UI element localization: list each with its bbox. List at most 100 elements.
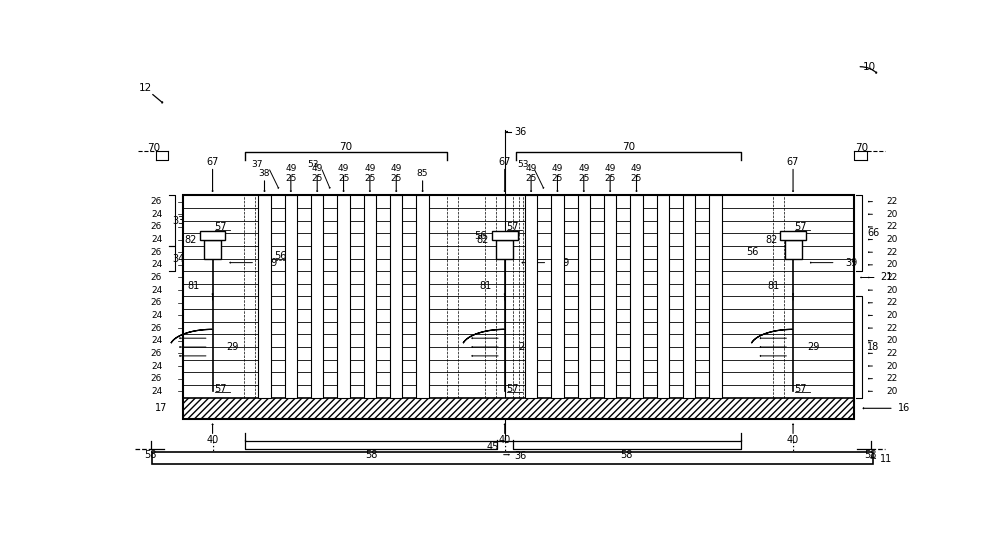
Text: 67: 67 bbox=[499, 157, 511, 167]
Text: 49: 49 bbox=[552, 164, 563, 173]
Text: 38: 38 bbox=[259, 169, 270, 179]
Bar bbox=[183, 195, 854, 419]
Text: 20: 20 bbox=[886, 336, 897, 345]
Text: 24: 24 bbox=[151, 361, 162, 370]
Text: 36: 36 bbox=[514, 451, 526, 461]
Text: ⋮: ⋮ bbox=[787, 442, 799, 453]
Bar bbox=[183, 271, 854, 284]
Text: 81: 81 bbox=[479, 281, 492, 292]
Text: 17: 17 bbox=[155, 403, 168, 413]
Bar bbox=[183, 195, 854, 208]
Text: 57: 57 bbox=[795, 384, 807, 394]
Text: 45: 45 bbox=[487, 442, 499, 453]
Bar bbox=[285, 195, 297, 398]
Text: 39: 39 bbox=[846, 257, 858, 268]
Bar bbox=[183, 259, 854, 271]
Bar bbox=[785, 239, 802, 259]
Text: 34: 34 bbox=[172, 254, 185, 263]
Text: 20: 20 bbox=[886, 311, 897, 320]
Text: 39: 39 bbox=[265, 257, 278, 268]
Bar bbox=[183, 385, 854, 398]
Text: 26: 26 bbox=[151, 197, 162, 206]
Text: 20: 20 bbox=[886, 210, 897, 219]
Text: 26: 26 bbox=[151, 222, 162, 231]
Text: 49: 49 bbox=[391, 164, 402, 173]
Text: 82: 82 bbox=[765, 235, 778, 245]
Text: 29: 29 bbox=[519, 342, 531, 352]
Text: 24: 24 bbox=[151, 286, 162, 295]
Text: 24: 24 bbox=[151, 387, 162, 396]
Bar bbox=[183, 334, 854, 347]
Text: 22: 22 bbox=[886, 273, 897, 282]
Text: 25: 25 bbox=[578, 174, 589, 183]
Text: 49: 49 bbox=[285, 164, 297, 173]
Bar bbox=[683, 195, 695, 398]
Text: 56: 56 bbox=[274, 251, 286, 261]
Text: 10: 10 bbox=[862, 62, 876, 72]
Text: 21: 21 bbox=[881, 272, 893, 282]
Bar bbox=[416, 195, 429, 398]
Text: 26: 26 bbox=[151, 374, 162, 383]
Text: 57: 57 bbox=[506, 222, 519, 232]
Text: 66: 66 bbox=[867, 228, 880, 238]
Text: 49: 49 bbox=[578, 164, 589, 173]
Text: 20: 20 bbox=[886, 387, 897, 396]
Text: 36: 36 bbox=[514, 127, 526, 136]
Text: 33: 33 bbox=[172, 215, 185, 225]
Text: 26: 26 bbox=[151, 324, 162, 333]
Text: 12: 12 bbox=[139, 83, 153, 93]
Bar bbox=[630, 195, 643, 398]
Text: 49: 49 bbox=[604, 164, 616, 173]
Bar bbox=[183, 398, 854, 419]
Text: 25: 25 bbox=[631, 174, 642, 183]
Text: 70: 70 bbox=[622, 142, 635, 152]
Text: 39: 39 bbox=[557, 257, 570, 268]
Text: 58: 58 bbox=[864, 450, 877, 459]
Text: 67: 67 bbox=[206, 157, 219, 167]
Bar bbox=[311, 195, 323, 398]
Bar bbox=[525, 195, 537, 398]
Bar bbox=[364, 195, 376, 398]
Text: 49: 49 bbox=[631, 164, 642, 173]
Bar bbox=[183, 246, 854, 259]
Bar bbox=[183, 347, 854, 360]
Text: 22: 22 bbox=[886, 298, 897, 308]
Text: 24: 24 bbox=[151, 311, 162, 320]
Text: 25: 25 bbox=[312, 174, 323, 183]
Text: 57: 57 bbox=[214, 384, 227, 394]
Text: 25: 25 bbox=[391, 174, 402, 183]
Text: 25: 25 bbox=[285, 174, 297, 183]
Bar bbox=[183, 373, 854, 385]
Bar bbox=[496, 239, 513, 259]
Text: 70: 70 bbox=[855, 143, 868, 153]
Text: 53: 53 bbox=[308, 160, 319, 169]
Text: 29: 29 bbox=[227, 342, 239, 352]
Text: 82: 82 bbox=[185, 235, 197, 245]
Text: ⋮: ⋮ bbox=[207, 442, 218, 453]
Bar bbox=[183, 221, 854, 233]
Text: 22: 22 bbox=[886, 349, 897, 358]
Text: 58: 58 bbox=[365, 450, 377, 459]
Text: 24: 24 bbox=[151, 235, 162, 244]
Bar bbox=[492, 231, 518, 239]
Text: 25: 25 bbox=[552, 174, 563, 183]
Text: 70: 70 bbox=[339, 142, 352, 152]
Text: 29: 29 bbox=[807, 342, 819, 352]
Text: 22: 22 bbox=[886, 248, 897, 257]
Text: 37: 37 bbox=[251, 160, 262, 169]
Text: 11: 11 bbox=[880, 454, 892, 464]
Text: 57: 57 bbox=[506, 384, 519, 394]
Bar bbox=[152, 452, 873, 464]
Bar bbox=[200, 231, 225, 239]
Text: 20: 20 bbox=[886, 361, 897, 370]
Text: 20: 20 bbox=[886, 260, 897, 269]
Text: 57: 57 bbox=[795, 222, 807, 232]
Text: 81: 81 bbox=[187, 281, 199, 292]
Text: 56: 56 bbox=[747, 247, 759, 257]
Text: 58: 58 bbox=[621, 450, 633, 459]
Text: 26: 26 bbox=[151, 298, 162, 308]
Text: 26: 26 bbox=[151, 273, 162, 282]
Text: 49: 49 bbox=[364, 164, 376, 173]
Text: 53: 53 bbox=[518, 160, 529, 169]
Text: 49: 49 bbox=[312, 164, 323, 173]
